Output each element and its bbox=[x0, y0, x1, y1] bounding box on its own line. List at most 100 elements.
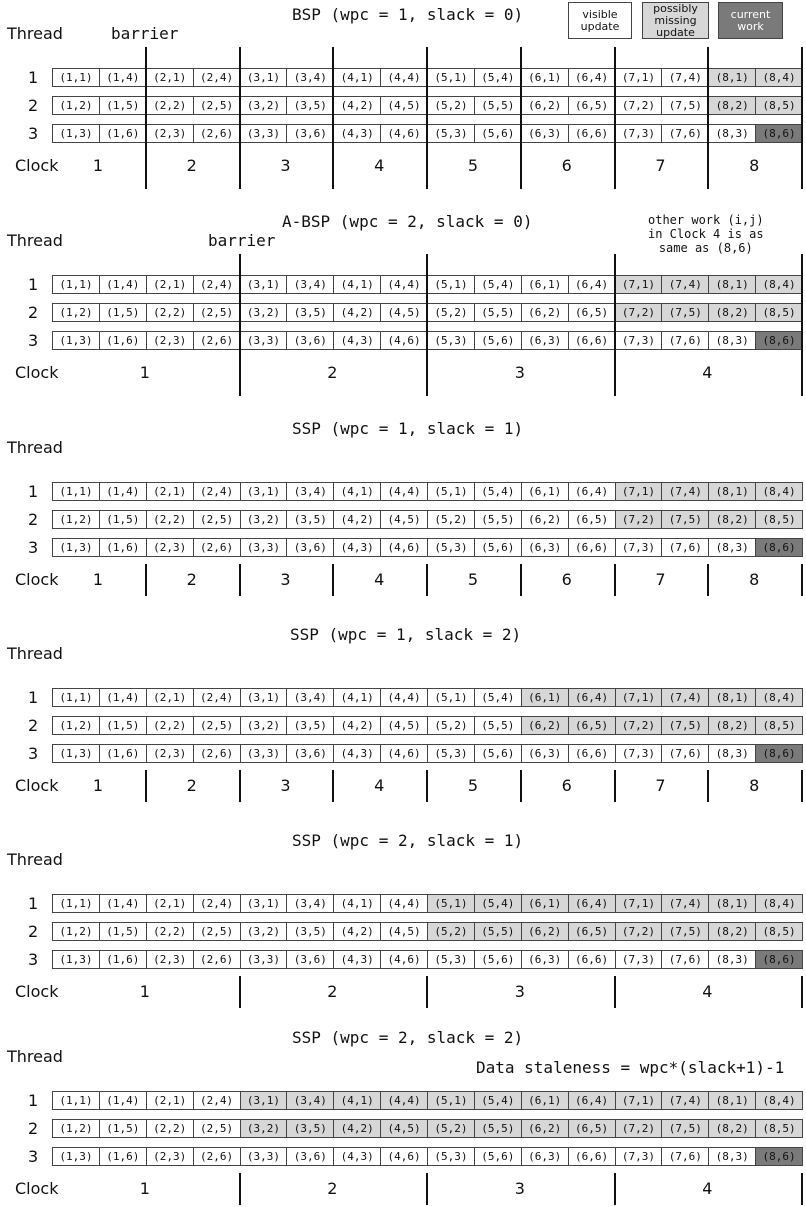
work-cell: (5,1) bbox=[427, 68, 475, 87]
work-cell: (7,5) bbox=[661, 716, 710, 735]
clock-divider bbox=[613, 770, 616, 802]
clock-divider bbox=[238, 564, 241, 596]
work-cell: (8,3) bbox=[708, 744, 757, 763]
work-cell: (6,1) bbox=[520, 688, 569, 707]
clock-number: 4 bbox=[374, 570, 385, 589]
barrier-line bbox=[613, 47, 616, 189]
clock-number: 2 bbox=[186, 776, 197, 795]
work-cell: (5,6) bbox=[473, 331, 522, 350]
work-cell: (3,4) bbox=[286, 482, 335, 501]
work-cell: (2,5) bbox=[192, 1119, 241, 1138]
work-cell: (6,5) bbox=[567, 1119, 616, 1138]
work-cell: (3,5) bbox=[286, 510, 335, 529]
work-cell: (7,3) bbox=[614, 1147, 663, 1166]
work-cell: (8,5) bbox=[755, 510, 803, 529]
work-cell: (1,4) bbox=[98, 688, 147, 707]
barrier-line bbox=[238, 47, 241, 189]
work-cell: (4,5) bbox=[380, 510, 428, 529]
work-cell: (4,3) bbox=[333, 124, 382, 143]
work-cell: (8,2) bbox=[708, 1119, 757, 1138]
work-cell: (5,6) bbox=[473, 124, 522, 143]
work-cell: (6,3) bbox=[520, 124, 569, 143]
work-cell: (4,3) bbox=[333, 744, 382, 763]
work-cell: (7,1) bbox=[614, 894, 663, 913]
work-cell: (3,3) bbox=[239, 744, 288, 763]
work-cell: (2,4) bbox=[192, 894, 241, 913]
work-cell: (4,1) bbox=[333, 482, 382, 501]
work-cell: (4,1) bbox=[333, 68, 382, 87]
clock-divider bbox=[801, 1173, 803, 1205]
work-cell: (3,1) bbox=[239, 688, 288, 707]
work-cell: (3,3) bbox=[239, 950, 288, 969]
work-cell: (1,6) bbox=[98, 950, 147, 969]
work-cell: (6,6) bbox=[567, 538, 616, 557]
work-cell: (8,3) bbox=[708, 331, 757, 350]
clock-note: other work (i,j) in Clock 4 is as same a… bbox=[648, 213, 764, 255]
work-cell: (5,5) bbox=[473, 716, 522, 735]
work-cell: (2,1) bbox=[145, 275, 194, 294]
clock-divider bbox=[613, 1173, 616, 1205]
work-cell: (2,1) bbox=[145, 894, 194, 913]
work-cell: (8,2) bbox=[708, 716, 757, 735]
clock-divider bbox=[332, 564, 335, 596]
clock-divider bbox=[144, 564, 147, 596]
work-cell: (8,4) bbox=[755, 275, 803, 294]
work-cell: (3,5) bbox=[286, 1119, 335, 1138]
clock-divider bbox=[426, 1173, 428, 1205]
work-cell: (3,4) bbox=[286, 1091, 335, 1110]
work-cell: (5,4) bbox=[473, 688, 522, 707]
clock-number: 7 bbox=[655, 776, 666, 795]
work-cell: (4,4) bbox=[380, 688, 428, 707]
clock-number: 2 bbox=[186, 156, 197, 175]
work-cell: (6,6) bbox=[567, 950, 616, 969]
thread-row-label: 2 bbox=[28, 96, 39, 115]
work-cell: (8,5) bbox=[755, 1119, 803, 1138]
clock-number: 7 bbox=[655, 570, 666, 589]
work-cell: (3,3) bbox=[239, 1147, 288, 1166]
work-cell: (8,3) bbox=[708, 124, 757, 143]
barrier-line bbox=[519, 47, 522, 189]
work-cell: (5,6) bbox=[473, 1147, 522, 1166]
work-cell: (2,4) bbox=[192, 68, 241, 87]
work-cell: (1,5) bbox=[98, 922, 147, 941]
work-cell: (1,6) bbox=[98, 538, 147, 557]
work-cell: (3,2) bbox=[239, 922, 288, 941]
work-cell: (3,6) bbox=[286, 538, 335, 557]
work-cell: (3,3) bbox=[239, 124, 288, 143]
clock-divider bbox=[519, 564, 522, 596]
work-cell: (5,3) bbox=[427, 1147, 475, 1166]
work-cell: (8,6) bbox=[755, 950, 803, 969]
thread-row-label: 3 bbox=[28, 1147, 39, 1166]
clock-axis-label: Clock bbox=[15, 156, 59, 175]
thread-axis-label: Thread bbox=[7, 231, 63, 250]
work-cell: (3,3) bbox=[239, 331, 288, 350]
work-cell: (4,1) bbox=[333, 1091, 382, 1110]
work-cell: (4,1) bbox=[333, 894, 382, 913]
work-cell: (1,6) bbox=[98, 744, 147, 763]
work-cell: (2,6) bbox=[192, 1147, 241, 1166]
work-cell: (1,3) bbox=[52, 1147, 100, 1166]
barrier-line bbox=[613, 254, 616, 396]
clock-number: 1 bbox=[139, 363, 150, 382]
work-cell: (7,1) bbox=[614, 275, 663, 294]
work-cell: (6,5) bbox=[567, 96, 616, 115]
work-cell: (6,2) bbox=[520, 716, 569, 735]
work-cell: (7,1) bbox=[614, 68, 663, 87]
work-cell: (7,4) bbox=[661, 688, 710, 707]
work-cell: (7,6) bbox=[661, 744, 710, 763]
work-cell: (3,2) bbox=[239, 1119, 288, 1138]
work-cell: (3,2) bbox=[239, 716, 288, 735]
work-cell: (8,1) bbox=[708, 1091, 757, 1110]
work-cell: (3,6) bbox=[286, 1147, 335, 1166]
work-cell: (7,4) bbox=[661, 482, 710, 501]
work-cell: (4,6) bbox=[380, 1147, 428, 1166]
thread-axis-label: Thread bbox=[7, 1047, 63, 1066]
clock-divider bbox=[801, 770, 803, 802]
work-cell: (8,6) bbox=[755, 124, 803, 143]
work-cell: (4,2) bbox=[333, 96, 382, 115]
work-cell: (8,5) bbox=[755, 96, 803, 115]
work-cell: (8,6) bbox=[755, 331, 803, 350]
work-cell: (2,1) bbox=[145, 1091, 194, 1110]
work-cell: (2,2) bbox=[145, 96, 194, 115]
panel-title: BSP (wpc = 1, slack = 0) bbox=[292, 5, 524, 24]
